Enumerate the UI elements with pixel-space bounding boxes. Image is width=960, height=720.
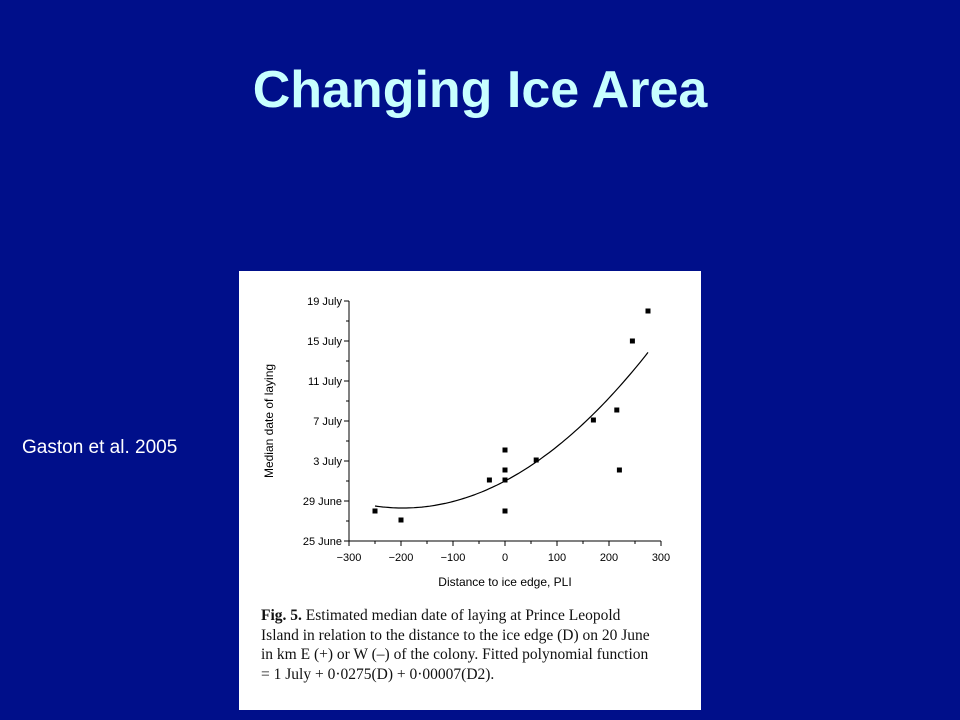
y-tick-label: 29 June <box>303 496 342 508</box>
y-axis-label: Median date of laying <box>262 364 276 478</box>
x-tick-label: −300 <box>337 552 362 564</box>
x-tick-label: −200 <box>389 552 414 564</box>
x-tick-label: 0 <box>502 552 508 564</box>
data-point <box>502 467 508 473</box>
figure-caption: Fig. 5. Estimated median date of laying … <box>261 606 701 684</box>
data-point <box>486 477 492 483</box>
data-point <box>590 417 596 423</box>
data-point <box>533 457 539 463</box>
data-point <box>502 447 508 453</box>
x-tick-label: 100 <box>548 552 566 564</box>
data-point <box>502 508 508 514</box>
x-tick-label: −100 <box>441 552 466 564</box>
data-point <box>502 477 508 483</box>
fitted-curve <box>374 352 649 509</box>
y-tick-label: 11 July <box>308 376 343 388</box>
caption-line-4: = 1 July + 0·0275(D) + 0·00007(D2). <box>261 665 495 683</box>
caption-line-1: Estimated median date of laying at Princ… <box>305 607 621 624</box>
y-tick-label: 7 July <box>313 416 342 428</box>
caption-label: Fig. 5. <box>261 607 302 624</box>
scatter-chart: −300 −200 −100 0 100 200 300 25 June 29 June 3 Ju… <box>262 296 670 589</box>
x-axis-label: Distance to ice edge, PLI <box>438 575 571 589</box>
data-point <box>398 517 404 523</box>
x-tick-label: 200 <box>600 552 618 564</box>
y-tick-label: 25 June <box>303 536 342 548</box>
y-tick-label: 3 July <box>313 456 342 468</box>
data-point <box>616 467 622 473</box>
figure-panel: −300 −200 −100 0 100 200 300 25 June 29 June 3 Ju… <box>239 271 701 710</box>
x-tick-label: 300 <box>652 552 670 564</box>
data-point <box>614 407 620 413</box>
slide-title: Changing Ice Area <box>252 61 708 119</box>
caption-line-3: in km E (+) or W (–) of the colony. Fitt… <box>261 646 649 663</box>
caption-line-2: Island in relation to the distance to th… <box>261 626 650 644</box>
data-point <box>629 338 635 344</box>
data-point <box>372 508 378 514</box>
y-tick-label: 15 July <box>307 336 342 348</box>
citation-text: Gaston et al. 2005 <box>22 437 178 458</box>
y-tick-label: 19 July <box>307 296 342 308</box>
data-point <box>645 308 651 314</box>
